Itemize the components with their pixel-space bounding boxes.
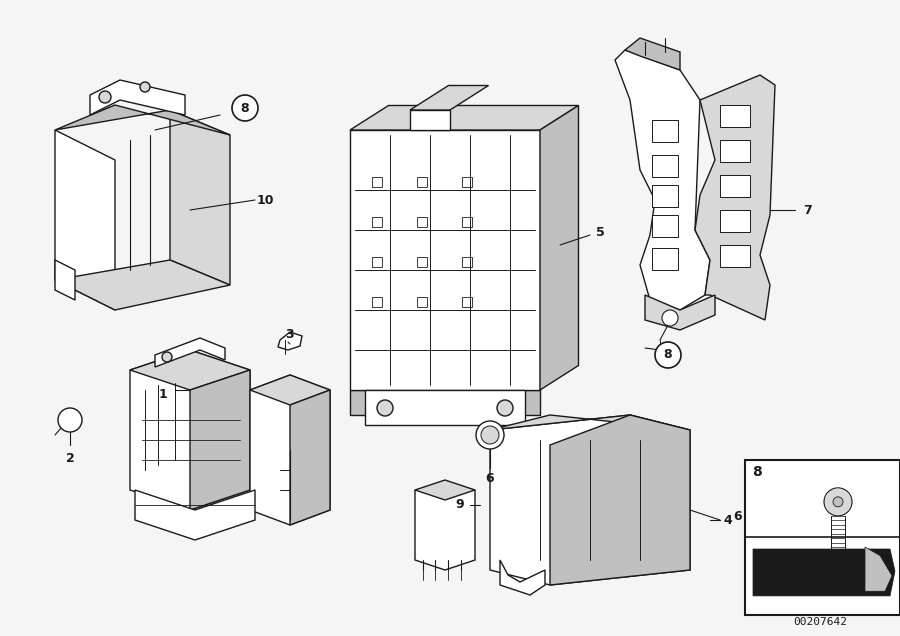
- Polygon shape: [55, 260, 230, 310]
- Text: 00207642: 00207642: [793, 617, 847, 627]
- Text: 4: 4: [724, 515, 733, 527]
- Polygon shape: [372, 257, 382, 267]
- Circle shape: [833, 497, 843, 507]
- Polygon shape: [170, 110, 230, 285]
- Polygon shape: [462, 297, 472, 307]
- Circle shape: [140, 82, 150, 92]
- Polygon shape: [372, 297, 382, 307]
- Polygon shape: [652, 120, 678, 142]
- Circle shape: [58, 408, 82, 432]
- Text: 1: 1: [158, 389, 167, 401]
- Text: 8: 8: [240, 102, 249, 114]
- Polygon shape: [290, 390, 330, 525]
- Polygon shape: [372, 177, 382, 187]
- Polygon shape: [90, 80, 185, 115]
- Circle shape: [497, 400, 513, 416]
- Polygon shape: [831, 490, 845, 502]
- Circle shape: [481, 426, 499, 444]
- Polygon shape: [720, 245, 750, 267]
- Text: 2: 2: [66, 452, 75, 464]
- Polygon shape: [720, 105, 750, 127]
- Polygon shape: [415, 480, 475, 500]
- Text: 6: 6: [486, 471, 494, 485]
- Polygon shape: [550, 415, 690, 585]
- Polygon shape: [824, 502, 838, 514]
- Circle shape: [662, 310, 678, 326]
- Bar: [745, 460, 900, 615]
- Text: 7: 7: [804, 204, 813, 216]
- Polygon shape: [838, 502, 852, 514]
- Polygon shape: [417, 297, 427, 307]
- Polygon shape: [462, 217, 472, 227]
- Text: 6: 6: [734, 509, 742, 523]
- Polygon shape: [615, 50, 710, 310]
- Polygon shape: [695, 75, 775, 320]
- Text: 8: 8: [752, 465, 762, 479]
- Polygon shape: [720, 175, 750, 197]
- Polygon shape: [753, 549, 895, 596]
- Circle shape: [232, 95, 258, 121]
- Polygon shape: [130, 350, 250, 510]
- Polygon shape: [417, 177, 427, 187]
- Polygon shape: [365, 390, 525, 425]
- Polygon shape: [865, 547, 892, 591]
- Polygon shape: [155, 338, 225, 367]
- Polygon shape: [190, 370, 250, 510]
- Polygon shape: [540, 106, 579, 390]
- Polygon shape: [720, 210, 750, 232]
- Polygon shape: [720, 140, 750, 162]
- Text: 8: 8: [663, 349, 672, 361]
- Circle shape: [655, 342, 681, 368]
- Polygon shape: [652, 215, 678, 237]
- Polygon shape: [55, 260, 75, 300]
- Polygon shape: [372, 217, 382, 227]
- Polygon shape: [250, 375, 330, 525]
- Polygon shape: [417, 217, 427, 227]
- Polygon shape: [490, 415, 690, 585]
- Polygon shape: [350, 130, 540, 390]
- Polygon shape: [824, 490, 838, 502]
- Polygon shape: [55, 105, 230, 135]
- Polygon shape: [55, 130, 115, 310]
- Polygon shape: [350, 390, 540, 415]
- Polygon shape: [135, 490, 255, 540]
- Polygon shape: [278, 332, 302, 350]
- Polygon shape: [130, 350, 250, 390]
- Circle shape: [162, 352, 172, 362]
- Polygon shape: [410, 110, 450, 130]
- Polygon shape: [417, 257, 427, 267]
- Polygon shape: [410, 85, 489, 110]
- Polygon shape: [462, 257, 472, 267]
- Polygon shape: [490, 415, 690, 430]
- Polygon shape: [652, 155, 678, 177]
- Polygon shape: [350, 106, 579, 130]
- Polygon shape: [625, 38, 680, 70]
- Polygon shape: [500, 560, 545, 595]
- Polygon shape: [462, 177, 472, 187]
- Polygon shape: [652, 185, 678, 207]
- Polygon shape: [652, 248, 678, 270]
- Circle shape: [377, 400, 393, 416]
- Circle shape: [476, 421, 504, 449]
- Polygon shape: [645, 295, 715, 330]
- Text: 9: 9: [455, 499, 464, 511]
- Circle shape: [99, 91, 111, 103]
- Polygon shape: [838, 490, 852, 502]
- Polygon shape: [415, 490, 475, 570]
- Text: 10: 10: [256, 193, 274, 207]
- Polygon shape: [250, 375, 330, 405]
- Text: 3: 3: [285, 329, 294, 342]
- Text: 5: 5: [596, 226, 605, 238]
- Polygon shape: [831, 502, 845, 514]
